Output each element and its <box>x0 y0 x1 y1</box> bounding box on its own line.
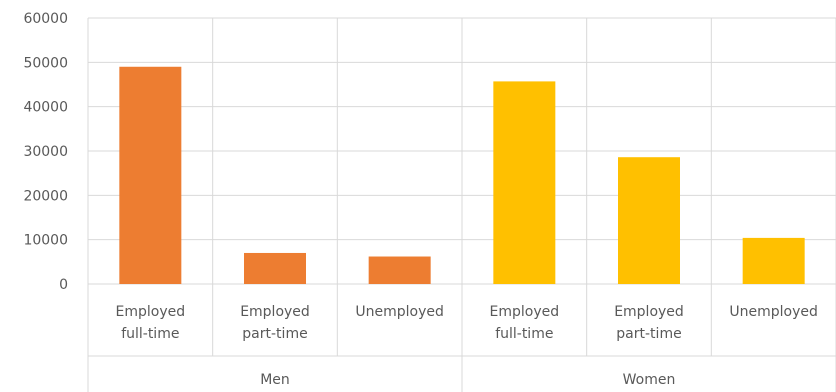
bars <box>119 66 805 285</box>
bar-women-0 <box>493 81 556 284</box>
category-label: Unemployed <box>729 304 818 320</box>
group-label-men: Men <box>260 372 290 388</box>
x-axis-group-labels: Men Women <box>260 372 675 388</box>
y-tick-label: 30000 <box>23 144 68 160</box>
y-tick-label: 20000 <box>23 188 68 204</box>
x-axis-category-labels: Employed full-time Employed part-time Unempl… <box>116 304 818 342</box>
bar-men-1 <box>244 252 306 284</box>
category-label: Employed <box>240 304 310 320</box>
y-tick-label: 10000 <box>23 233 68 249</box>
y-tick-label: 50000 <box>23 55 68 71</box>
y-tick-label: 40000 <box>23 100 68 116</box>
bar-women-1 <box>618 157 680 284</box>
grid-lines <box>87 17 836 392</box>
category-label: Employed <box>490 304 560 320</box>
category-label: full-time <box>495 326 553 342</box>
y-axis-tick-labels: 0 10000 20000 30000 40000 50000 60000 <box>23 11 68 293</box>
category-label: Employed <box>614 304 684 320</box>
bar-men-2 <box>368 256 431 284</box>
category-label: Unemployed <box>355 304 444 320</box>
category-label: part-time <box>616 326 681 342</box>
bar-women-2 <box>742 237 805 284</box>
y-tick-label: 60000 <box>23 11 68 27</box>
bar-men-0 <box>119 66 182 285</box>
category-label: full-time <box>121 326 179 342</box>
category-label: part-time <box>242 326 307 342</box>
group-label-women: Women <box>623 372 676 388</box>
y-tick-label: 0 <box>59 277 68 293</box>
category-label: Employed <box>116 304 186 320</box>
